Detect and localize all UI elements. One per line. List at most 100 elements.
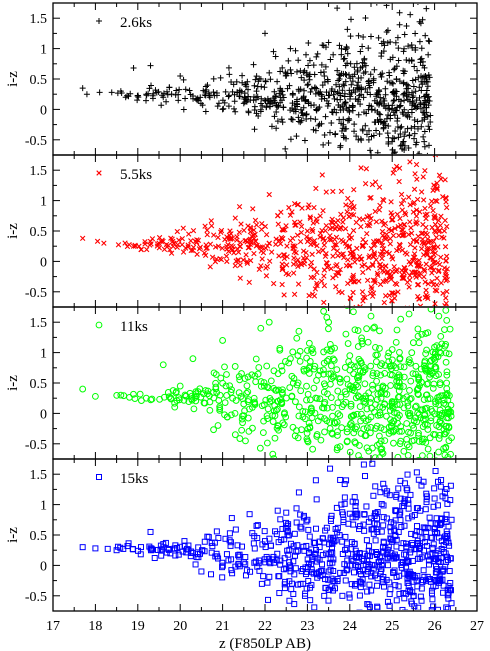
data-point <box>291 219 298 226</box>
data-point <box>362 473 369 480</box>
data-point <box>430 187 436 194</box>
data-point <box>217 256 223 262</box>
data-point <box>422 212 428 218</box>
data-point <box>271 434 279 442</box>
y-tick-label: -0.5 <box>25 286 47 301</box>
data-point <box>325 39 332 46</box>
x-tick-label: 27 <box>470 619 484 634</box>
data-point <box>354 67 361 74</box>
data-point <box>392 149 399 154</box>
data-point <box>305 100 312 107</box>
data-point <box>329 412 336 420</box>
data-point <box>362 432 370 439</box>
data-point <box>437 332 445 340</box>
data-point <box>368 133 375 140</box>
data-point <box>429 384 437 392</box>
data-point <box>331 585 338 592</box>
data-point <box>376 207 383 213</box>
data-point <box>400 91 407 98</box>
data-point <box>307 115 314 122</box>
data-point <box>406 284 412 290</box>
data-point <box>350 308 357 316</box>
data-point <box>387 528 394 535</box>
data-point <box>303 518 310 525</box>
data-point <box>430 541 437 548</box>
data-point <box>306 292 312 299</box>
data-point <box>321 382 329 390</box>
data-point <box>428 607 435 610</box>
data-point <box>411 102 418 109</box>
data-point <box>255 364 263 371</box>
data-point <box>341 481 348 488</box>
data-point <box>424 245 431 252</box>
data-point <box>236 203 243 210</box>
data-point <box>367 195 373 201</box>
data-point <box>312 477 319 484</box>
data-point <box>312 85 319 92</box>
data-point <box>210 426 217 434</box>
data-point <box>439 576 446 583</box>
data-point <box>168 250 175 256</box>
data-point <box>386 250 392 257</box>
data-point <box>407 159 413 165</box>
data-point <box>340 81 347 88</box>
data-point <box>257 378 265 385</box>
data-point <box>239 79 246 86</box>
data-point <box>303 354 311 362</box>
data-point <box>325 568 332 575</box>
data-point <box>353 133 360 140</box>
data-point <box>386 492 393 499</box>
data-point <box>219 564 226 571</box>
data-point <box>257 106 264 113</box>
data-point <box>366 543 373 550</box>
data-point <box>305 364 313 372</box>
data-point <box>407 587 414 594</box>
data-point <box>168 91 175 98</box>
data-point <box>266 573 273 580</box>
data-point <box>372 537 379 544</box>
data-point <box>409 370 417 378</box>
data-point <box>362 614 367 619</box>
data-point <box>421 357 429 365</box>
data-point <box>358 165 364 171</box>
data-point <box>180 225 186 231</box>
data-point <box>327 555 334 562</box>
data-point <box>412 88 419 95</box>
data-point <box>180 396 188 404</box>
data-point <box>243 389 250 397</box>
data-point <box>404 487 411 494</box>
data-point <box>438 254 444 260</box>
data-point <box>387 362 395 370</box>
data-point <box>379 576 386 583</box>
data-point <box>242 572 249 579</box>
data-point <box>374 390 382 398</box>
data-point <box>373 551 380 558</box>
data-point <box>355 393 363 401</box>
data-point <box>373 127 380 134</box>
data-point <box>305 419 313 427</box>
data-point <box>291 255 297 261</box>
data-point <box>399 109 406 116</box>
data-point <box>394 453 402 458</box>
data-point <box>428 238 434 245</box>
data-point <box>293 334 301 342</box>
data-point <box>277 516 284 523</box>
data-point <box>413 213 420 219</box>
data-point <box>313 431 321 438</box>
data-point <box>444 204 450 211</box>
data-point <box>344 26 351 33</box>
data-point <box>427 308 435 313</box>
data-point <box>442 550 449 557</box>
data-point <box>303 585 310 592</box>
data-point <box>430 430 437 438</box>
data-point <box>158 238 165 245</box>
data-point <box>347 33 354 40</box>
data-point <box>225 64 232 71</box>
data-point <box>190 227 197 234</box>
data-point <box>371 107 378 114</box>
data-point <box>390 80 397 87</box>
data-point <box>306 423 314 431</box>
data-point <box>231 363 239 370</box>
data-point <box>378 561 385 568</box>
data-point <box>256 75 263 82</box>
